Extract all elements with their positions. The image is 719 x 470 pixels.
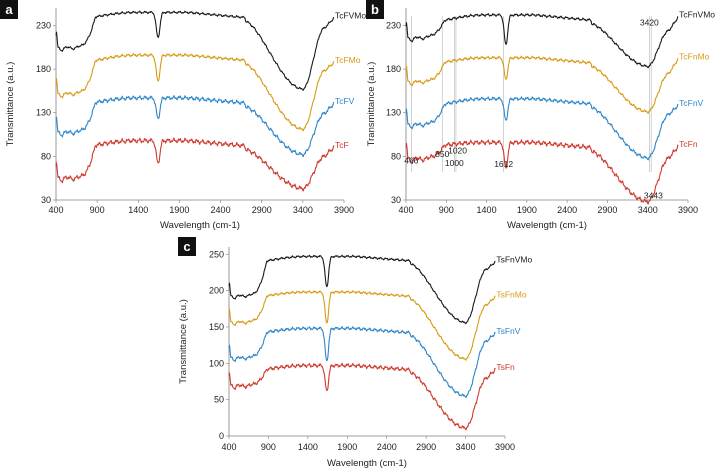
series-line-TcFnMo xyxy=(405,55,679,114)
series-label-TcF: TcF xyxy=(335,140,349,150)
y-tick-label: 230 xyxy=(386,20,401,30)
y-axis-label: Transmittance (a.u.) xyxy=(178,299,189,384)
x-tick-label: 2400 xyxy=(211,205,231,215)
y-tick-label: 0 xyxy=(219,431,224,441)
x-tick-label: 3400 xyxy=(638,205,658,215)
series-label-TsFnMo: TsFnMo xyxy=(496,289,526,299)
x-tick-label: 2400 xyxy=(557,205,577,215)
x-tick-label: 900 xyxy=(90,205,105,215)
x-tick-label: 1900 xyxy=(517,205,537,215)
series-line-TcFnV xyxy=(405,96,679,161)
y-axis-label: Transmittance (a.u.) xyxy=(366,62,377,147)
x-tick-label: 1400 xyxy=(298,442,318,452)
panel-c-plot: 0 50 100 150 200 250 400 900 1400 1900 2400 2900 340… xyxy=(178,247,532,469)
x-tick-label: 1900 xyxy=(337,442,357,452)
series-line-TcFnVMo xyxy=(405,12,679,69)
series-label-TcFV: TcFV xyxy=(335,96,355,106)
panel-a-badge xyxy=(0,0,18,19)
series-line-TcF xyxy=(55,137,335,192)
series-line-TsFnMo xyxy=(228,290,496,361)
y-axis-label: Transmittance (a.u.) xyxy=(5,62,16,147)
y-tick-label: 200 xyxy=(209,286,224,296)
y-tick-label: 130 xyxy=(386,108,401,118)
series-label-TsFn: TsFn xyxy=(496,362,515,372)
x-tick-label: 2400 xyxy=(377,442,397,452)
x-tick-label: 2900 xyxy=(252,205,272,215)
y-tick-label: 80 xyxy=(41,151,51,161)
panel-c-letter: c xyxy=(183,239,190,254)
panel-b: b 30 80 130 180 230 400 900 1400 1900 2400 2900 340… xyxy=(366,0,715,231)
y-tick-label: 180 xyxy=(36,64,51,74)
x-tick-label: 2900 xyxy=(597,205,617,215)
x-tick-label: 400 xyxy=(221,442,236,452)
y-tick-label: 50 xyxy=(214,395,224,405)
series-line-TcFVMo xyxy=(55,10,335,91)
panel-a-letter: a xyxy=(5,2,13,17)
y-tick-label: 30 xyxy=(391,195,401,205)
x-tick-label: 900 xyxy=(439,205,454,215)
series-line-TcFMo xyxy=(55,52,335,132)
y-tick-label: 80 xyxy=(391,151,401,161)
x-tick-label: 3900 xyxy=(678,205,698,215)
series-label-TcFnV: TcFnV xyxy=(679,98,703,108)
annotation-1020: 1020 xyxy=(448,146,467,156)
annotation-850: 850 xyxy=(435,149,449,159)
x-axis-label: Wavelength (cm-1) xyxy=(327,458,407,469)
series-label-TcFnMo: TcFnMo xyxy=(679,52,710,62)
x-tick-label: 900 xyxy=(261,442,276,452)
y-tick-label: 100 xyxy=(209,358,224,368)
panel-b-letter: b xyxy=(371,2,379,17)
series-line-TsFnV xyxy=(228,326,496,399)
x-tick-label: 1900 xyxy=(169,205,189,215)
y-tick-label: 30 xyxy=(41,195,51,205)
x-tick-label: 1400 xyxy=(128,205,148,215)
series-label-TsFnVMo: TsFnVMo xyxy=(496,255,532,265)
x-tick-label: 2900 xyxy=(416,442,436,452)
panel-a: a 30 80 130 180 230 400 900 1400 1900 2400 2900 340… xyxy=(0,0,366,231)
panel-a-plot: 30 80 130 180 230 400 900 1400 1900 2400 2900 3400 3… xyxy=(5,8,366,231)
panel-c-badge xyxy=(178,237,196,256)
series-label-TcFMo: TcFMo xyxy=(335,55,361,65)
x-tick-label: 3900 xyxy=(495,442,515,452)
x-tick-label: 400 xyxy=(48,205,63,215)
x-axis-label: Wavelength (cm-1) xyxy=(160,220,240,231)
series-label-TcFVMo: TcFVMo xyxy=(335,11,366,21)
x-axis-label: Wavelength (cm-1) xyxy=(507,220,587,231)
annotation-1612: 1612 xyxy=(494,159,513,169)
y-tick-label: 150 xyxy=(209,322,224,332)
panel-c: c 0 50 100 150 200 250 400 900 1400 1900 2400 2900 3… xyxy=(178,237,532,469)
x-tick-label: 400 xyxy=(398,205,413,215)
series-line-TsFn xyxy=(228,362,496,431)
x-tick-label: 3400 xyxy=(456,442,476,452)
series-line-TsFnVMo xyxy=(228,254,496,325)
panel-b-plot: 30 80 130 180 230 400 900 1400 1900 2400 2900 3400 3… xyxy=(366,8,715,231)
y-tick-label: 180 xyxy=(386,64,401,74)
panel-b-badge xyxy=(366,0,384,19)
series-label-TcFnVMo: TcFnVMo xyxy=(679,10,715,20)
annotation-3443: 3443 xyxy=(644,190,663,200)
series-line-TcFn xyxy=(405,139,679,205)
y-tick-label: 250 xyxy=(209,249,224,259)
x-tick-label: 1400 xyxy=(477,205,497,215)
y-tick-label: 230 xyxy=(36,20,51,30)
annotation-466: 466 xyxy=(404,155,418,165)
series-label-TsFnV: TsFnV xyxy=(496,326,520,336)
y-tick-label: 130 xyxy=(36,108,51,118)
annotation-3420: 3420 xyxy=(640,17,659,27)
series-label-TcFn: TcFn xyxy=(679,139,698,149)
x-tick-label: 3900 xyxy=(334,205,354,215)
series-line-TcFV xyxy=(55,95,335,158)
annotation-1000: 1000 xyxy=(445,158,464,168)
x-tick-label: 3400 xyxy=(293,205,313,215)
